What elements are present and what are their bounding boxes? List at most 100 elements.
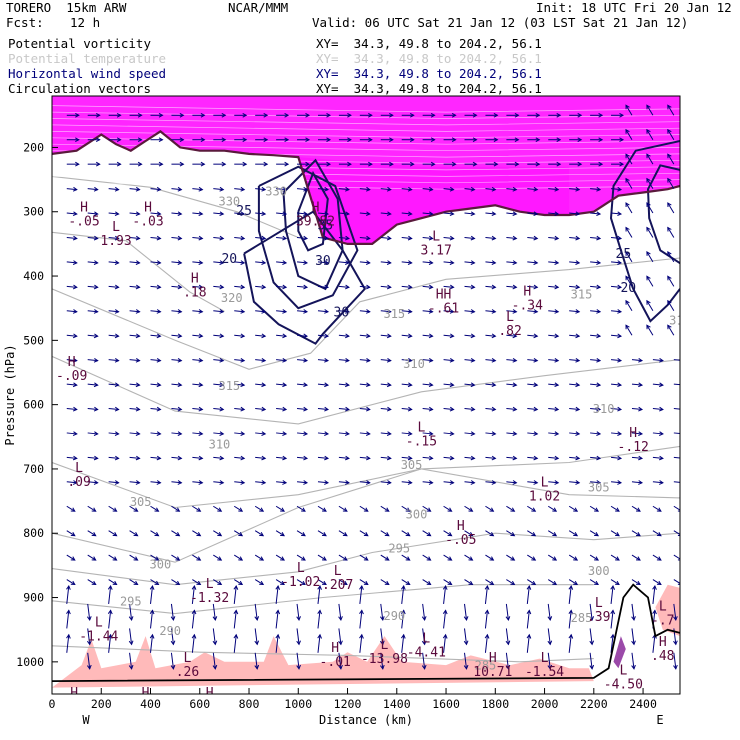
wind-vector	[547, 652, 551, 669]
wind-vector-head	[156, 480, 162, 485]
wind-vector	[359, 212, 370, 215]
wind-vector	[192, 554, 201, 561]
wind-vector-head	[598, 161, 604, 167]
extremum-kind: L	[112, 220, 120, 235]
wind-vector-head	[472, 137, 478, 143]
wind-vector-head	[324, 455, 330, 461]
wind-vector-head	[577, 112, 583, 118]
wind-vector-head	[95, 112, 101, 118]
wind-vector	[590, 212, 601, 215]
wind-vector	[464, 530, 473, 537]
wind-vector	[275, 634, 279, 653]
wind-vector	[422, 188, 433, 191]
extremum-value: -.05	[68, 215, 99, 230]
wind-vector	[171, 408, 182, 411]
wind-speed-contour	[297, 170, 329, 252]
wind-vector	[150, 310, 161, 313]
wind-vector	[212, 652, 216, 669]
wind-vector-head	[589, 616, 595, 622]
wind-vector-head	[240, 455, 246, 461]
wind-vector	[590, 408, 601, 411]
wind-vector	[317, 530, 327, 537]
theta-label: 305	[588, 480, 610, 494]
wind-vector	[548, 359, 559, 362]
wind-vector	[506, 579, 515, 585]
wind-vector-head	[638, 357, 644, 363]
wind-vector	[108, 634, 112, 653]
forecast-hour: 12 h	[70, 15, 101, 30]
wind-vector-head	[400, 633, 406, 639]
wind-vector-head	[596, 357, 602, 363]
wind-vector-head	[491, 260, 497, 265]
wind-vector	[464, 236, 475, 239]
wind-vector-head	[531, 507, 537, 512]
wind-vector	[464, 310, 475, 313]
wind-vector-head	[324, 211, 330, 217]
wind-vector	[108, 261, 119, 264]
extremum-value: -.15	[406, 435, 437, 450]
wind-vector	[610, 285, 622, 288]
wind-vector-head	[617, 455, 623, 461]
wind-vector-head	[470, 382, 476, 388]
wind-vector	[66, 236, 77, 239]
wind-vector	[338, 383, 349, 386]
wind-vector	[610, 554, 620, 561]
wind-vector-head	[238, 580, 244, 586]
wind-vector	[359, 334, 370, 337]
wind-vector-head	[667, 324, 672, 330]
wind-vector	[359, 634, 363, 653]
plot-area: 330 330 320 315 315 315 315 310 310 310 305 305 305 3…	[52, 96, 680, 694]
wind-vector-head	[156, 357, 162, 363]
wind-vector-head	[667, 128, 672, 134]
wind-vector-head	[491, 357, 497, 363]
wind-vector	[625, 276, 633, 287]
theta-contour-stratosphere	[52, 169, 680, 177]
wind-vector	[129, 505, 138, 512]
wind-vector-head	[625, 226, 630, 232]
wind-vector-head	[405, 507, 411, 512]
wind-vector	[338, 188, 349, 191]
wind-vector	[526, 610, 530, 629]
wind-vector	[87, 285, 98, 288]
wind-vector-head	[282, 382, 288, 388]
wind-vector-head	[638, 480, 644, 485]
wind-vector	[569, 310, 580, 313]
wind-vector-head	[631, 664, 636, 670]
wind-vector	[590, 310, 601, 313]
wind-vector	[338, 432, 349, 435]
wind-vector-head	[282, 186, 288, 192]
wind-vector-head	[491, 186, 497, 192]
wind-vector-head	[219, 480, 225, 485]
wind-vector-head	[240, 357, 246, 363]
wind-vector	[485, 408, 496, 411]
wind-vector	[380, 505, 390, 512]
wind-vector-head	[554, 357, 560, 363]
wind-vector-head	[646, 251, 651, 256]
wind-vector	[569, 188, 580, 191]
wind-vector-head	[91, 531, 97, 537]
wind-vector	[401, 579, 410, 585]
wind-vector-head	[554, 211, 560, 217]
wind-vector	[401, 481, 412, 484]
wind-vector	[380, 236, 391, 239]
wind-vector-head	[659, 431, 664, 436]
wind-vector	[652, 585, 656, 605]
wind-vector	[213, 359, 224, 362]
wind-vector-head	[366, 455, 371, 461]
wind-vector	[625, 324, 633, 336]
wind-vector	[401, 188, 412, 191]
extremum-value: -1.54	[525, 665, 564, 680]
wind-vector	[506, 212, 517, 215]
wind-vector	[66, 456, 77, 459]
wind-vector-head	[625, 153, 630, 159]
wind-vector	[590, 236, 601, 239]
wind-vector	[652, 554, 662, 561]
wind-vector	[443, 505, 452, 512]
wind-vector-head	[635, 580, 641, 586]
wind-vector-head	[407, 260, 413, 265]
wind-vector-head	[526, 584, 532, 590]
wind-vector	[338, 310, 349, 313]
wind-vector-head	[667, 202, 672, 208]
wind-vector	[234, 334, 245, 337]
extremum-value: .39	[587, 610, 610, 625]
